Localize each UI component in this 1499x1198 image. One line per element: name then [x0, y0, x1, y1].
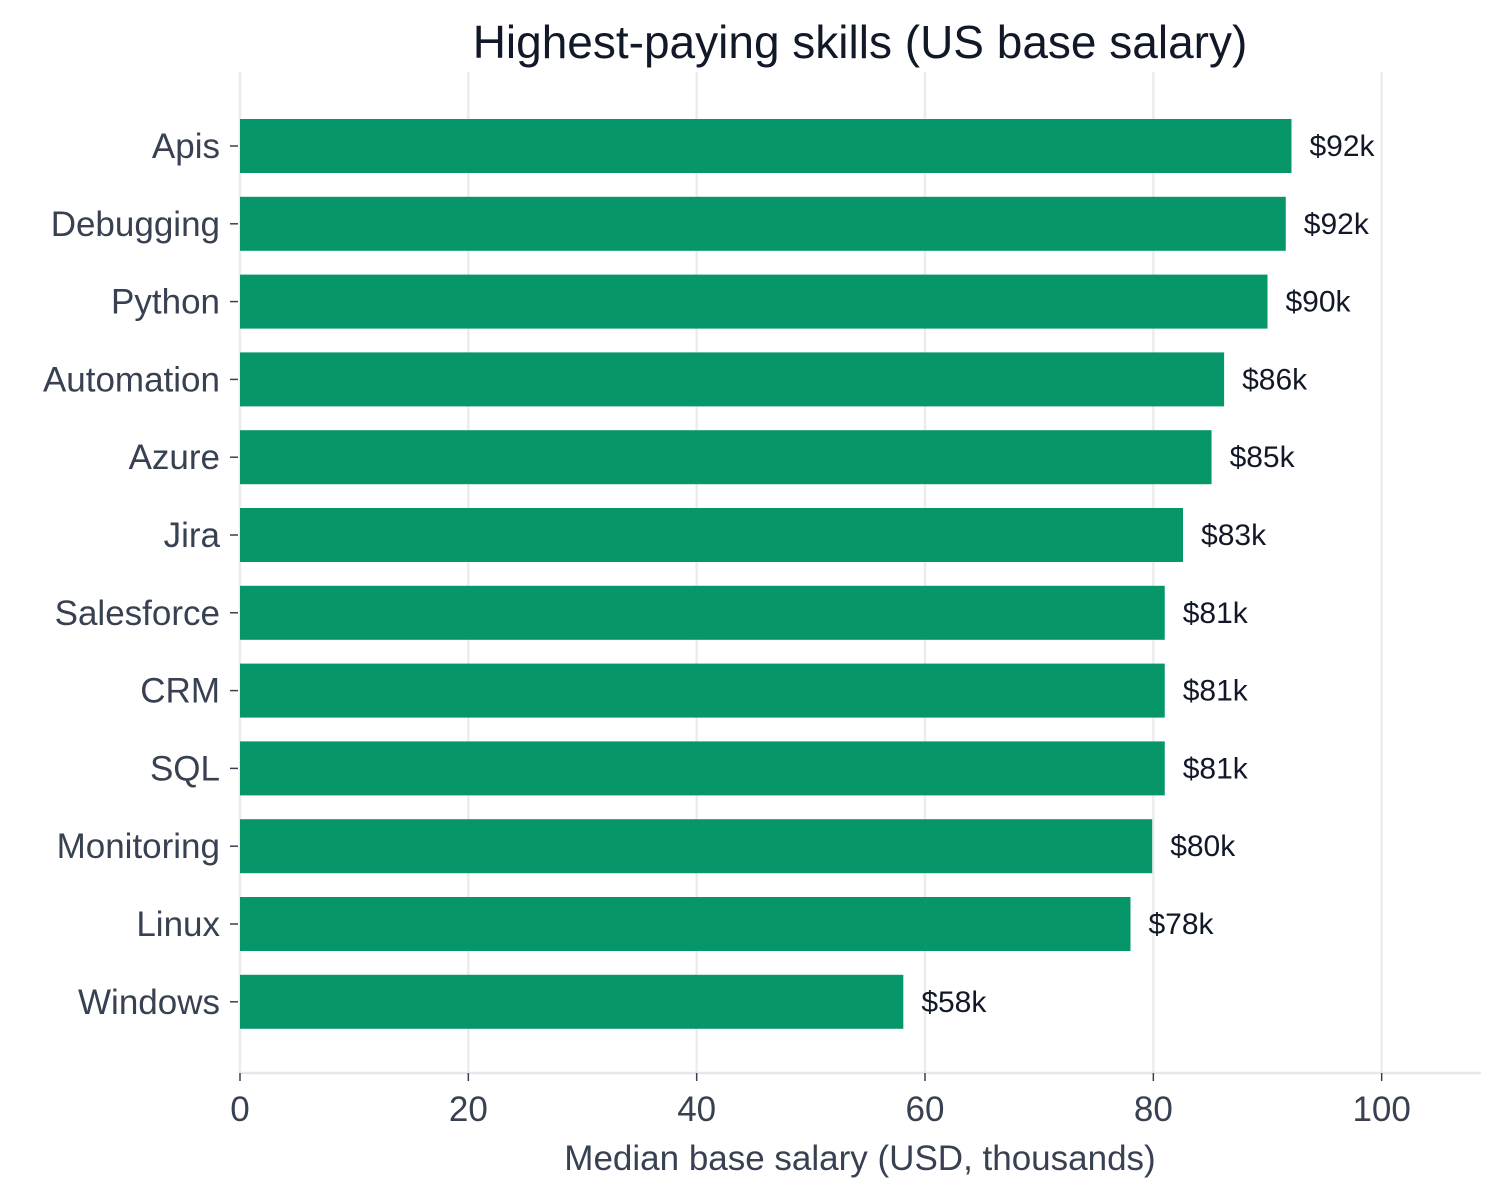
bar-windows — [240, 974, 904, 1029]
x-axis: 0 20 40 60 80 100 — [230, 1071, 1481, 1129]
category-label-python: Python — [111, 283, 220, 322]
bar-jira — [240, 508, 1184, 562]
category-label-windows: Windows — [78, 983, 220, 1022]
value-label-salesforce: $81k — [1183, 597, 1249, 630]
value-label-debugging: $92k — [1304, 208, 1370, 241]
x-tick-label: 40 — [677, 1090, 716, 1129]
category-label-sql: SQL — [150, 749, 220, 788]
value-label-crm: $81k — [1183, 675, 1249, 708]
x-tick-label: 80 — [1134, 1090, 1173, 1129]
category-label-debugging: Debugging — [51, 205, 220, 244]
x-tick-label: 100 — [1352, 1090, 1410, 1129]
bar-sql — [240, 741, 1165, 796]
x-tick-label: 20 — [449, 1090, 488, 1129]
bars — [240, 119, 1292, 1029]
bar-salesforce — [240, 585, 1165, 640]
value-label-python: $90k — [1286, 286, 1352, 319]
category-label-monitoring: Monitoring — [57, 827, 220, 866]
bar-apis — [240, 119, 1292, 173]
category-label-automation: Automation — [43, 360, 220, 399]
bar-debugging — [240, 196, 1286, 251]
value-label-azure: $85k — [1230, 441, 1296, 474]
bar-python — [240, 274, 1268, 329]
y-axis: Apis Debugging Python Automation Azure Jira Sa… — [43, 127, 238, 1022]
category-label-azure: Azure — [129, 438, 220, 477]
bar-crm — [240, 663, 1165, 718]
category-label-apis: Apis — [152, 127, 220, 166]
value-label-automation: $86k — [1242, 363, 1308, 396]
category-label-jira: Jira — [164, 516, 221, 555]
value-label-linux: $78k — [1149, 908, 1215, 941]
value-label-windows: $58k — [921, 986, 987, 1019]
x-axis-label: Median base salary (USD, thousands) — [564, 1139, 1155, 1178]
bar-azure — [240, 430, 1212, 485]
x-tick-label: 0 — [230, 1090, 249, 1129]
value-label-sql: $81k — [1183, 752, 1249, 785]
bar-automation — [240, 352, 1225, 407]
value-labels: $92k $92k $90k $86k $85k $83k $81k $81k $81k $80k… — [921, 130, 1375, 1019]
chart-title: Highest-paying skills (US base salary) — [473, 16, 1248, 68]
category-label-crm: CRM — [140, 672, 220, 711]
bar-monitoring — [240, 819, 1153, 874]
value-label-apis: $92k — [1309, 130, 1375, 163]
value-label-monitoring: $80k — [1170, 830, 1236, 863]
value-label-jira: $83k — [1201, 519, 1267, 552]
bar-linux — [240, 897, 1131, 951]
x-tick-label: 60 — [906, 1090, 945, 1129]
category-label-salesforce: Salesforce — [55, 594, 220, 633]
category-label-linux: Linux — [136, 905, 220, 944]
